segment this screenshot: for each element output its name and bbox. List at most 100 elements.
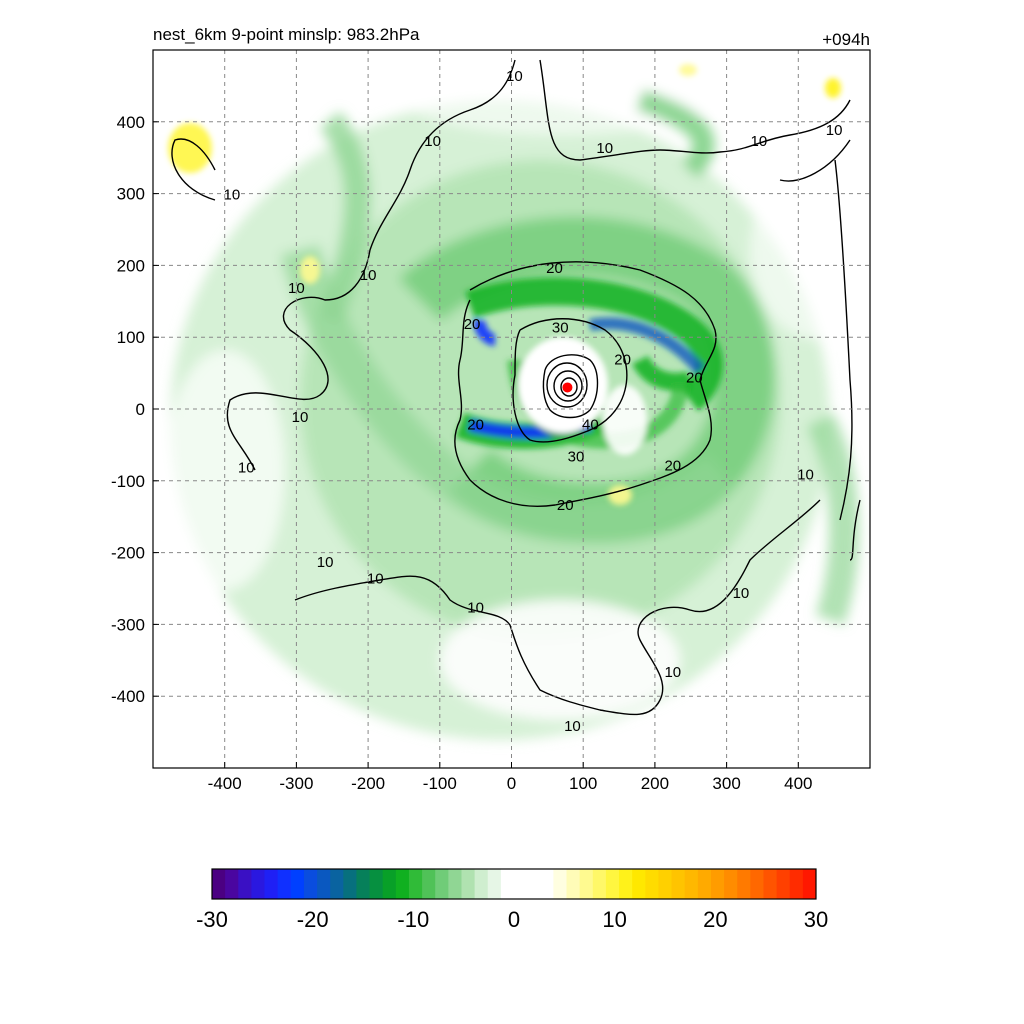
colorbar-swatch — [645, 869, 659, 899]
y-tick-label: 300 — [117, 185, 145, 204]
colorbar-swatch — [763, 869, 778, 899]
contour-label: 10 — [238, 459, 255, 476]
y-tick-label: -400 — [111, 687, 145, 706]
x-axis: -400 -300 -200 -100 0 100 200 300 400 — [208, 762, 812, 793]
x-tick-label: 200 — [641, 774, 669, 793]
colorbar-swatch — [395, 869, 410, 899]
colorbar-swatch — [697, 869, 712, 899]
contour-label: 20 — [686, 370, 703, 387]
contour-label: 10 — [317, 554, 334, 571]
y-tick-label: -200 — [111, 544, 145, 563]
colorbar-tick-label: 10 — [602, 907, 626, 932]
colorbar — [211, 868, 817, 900]
contour-label: 10 — [664, 664, 681, 681]
colorbar-swatch — [592, 869, 607, 899]
colorbar-labels: -30 -20 -10 0 10 20 30 — [196, 907, 828, 932]
contour-inner-2 — [553, 370, 583, 402]
colorbar-swatch — [408, 869, 423, 899]
colorbar-swatch — [382, 869, 397, 899]
contour-label: 20 — [614, 352, 631, 369]
colorbar-tick-label: 0 — [508, 907, 520, 932]
colorbar-swatch — [776, 869, 791, 899]
contour-label: 30 — [568, 449, 585, 466]
x-tick-label: 100 — [569, 774, 597, 793]
colorbar-swatch — [448, 869, 462, 899]
colorbar-swatch — [632, 869, 646, 899]
colorbar-swatch — [671, 869, 686, 899]
colorbar-swatch — [750, 869, 764, 899]
colorbar-swatch — [435, 869, 449, 899]
colorbar-swatch — [802, 869, 817, 899]
colorbar-tick-label: -10 — [397, 907, 429, 932]
colorbar-tick-label: -30 — [196, 907, 228, 932]
contour-label: 10 — [360, 267, 377, 284]
colorbar-swatch — [303, 869, 318, 899]
contour-40 — [542, 354, 599, 419]
chart-title: nest_6km 9-point minslp: 983.2hPa — [153, 25, 420, 44]
colorbar-swatch — [422, 869, 436, 899]
contour-20 — [454, 261, 717, 507]
contour-label: 10 — [224, 187, 241, 204]
shaded-field — [165, 55, 870, 740]
plot-area: 10 10 10 10 10 10 10 10 20 20 30 20 20 10 20 40 30 20 10 10… — [153, 50, 870, 768]
y-tick-label: 0 — [136, 400, 145, 419]
contour-label: 20 — [557, 497, 574, 514]
contour-label: 10 — [797, 467, 814, 484]
colorbar-swatch — [553, 869, 568, 899]
y-tick-label: 100 — [117, 328, 145, 347]
colorbar-swatch — [579, 869, 594, 899]
colorbar-swatch — [658, 869, 673, 899]
contour-lines — [171, 59, 861, 716]
contour-label: 10 — [367, 571, 384, 588]
colorbar-swatch — [251, 869, 266, 899]
contour-10-outer — [171, 59, 861, 716]
colorbar-swatch — [684, 869, 699, 899]
colorbar-swatch — [277, 869, 292, 899]
colorbar-frame — [211, 868, 817, 900]
colorbar-tick-label: 30 — [804, 907, 828, 932]
contour-label: 10 — [733, 585, 750, 602]
contour-label: 40 — [582, 416, 599, 433]
colorbar-swatch — [514, 869, 528, 899]
colorbar-swatch — [317, 869, 331, 899]
contour-labels: 10 10 10 10 10 10 10 10 20 20 30 20 20 10 20 40 30 20 10 10… — [224, 68, 843, 735]
contour-label: 20 — [464, 316, 481, 333]
colorbar-swatch — [212, 869, 226, 899]
x-tick-label: 0 — [507, 774, 516, 793]
colorbar-swatch — [737, 869, 751, 899]
x-tick-label: -300 — [279, 774, 313, 793]
colorbar-swatch — [238, 869, 252, 899]
colorbar-swatch — [724, 869, 738, 899]
x-tick-label: -200 — [351, 774, 385, 793]
contour-inner-1 — [546, 362, 588, 408]
contour-label: 10 — [751, 133, 768, 150]
colorbar-swatch — [343, 869, 357, 899]
contour-label: 20 — [664, 457, 681, 474]
colorbar-swatch — [527, 869, 541, 899]
colorbar-swatch — [356, 869, 371, 899]
y-axis: 400 300 200 100 0 -100 -200 -300 -400 — [111, 113, 159, 706]
y-tick-label: 400 — [117, 113, 145, 132]
colorbar-swatch — [566, 869, 581, 899]
contour-label: 10 — [596, 140, 613, 157]
colorbar-swatch — [487, 869, 502, 899]
colorbar-swatch — [789, 869, 804, 899]
contour-label: 10 — [467, 599, 484, 616]
contour-label: 10 — [826, 122, 843, 139]
contour-label: 10 — [506, 68, 523, 85]
colorbar-swatch — [225, 869, 239, 899]
contour-inner-3 — [560, 377, 578, 397]
contour-label: 10 — [292, 409, 309, 426]
contour-label: 10 — [424, 133, 441, 150]
contour-label: 30 — [552, 319, 569, 336]
colorbar-swatch — [369, 869, 384, 899]
contour-label: 10 — [288, 280, 305, 297]
colorbar-swatch — [540, 869, 554, 899]
y-tick-label: -300 — [111, 615, 145, 634]
colorbar-swatch — [330, 869, 344, 899]
contour-30 — [512, 318, 628, 443]
x-tick-label: -100 — [423, 774, 457, 793]
y-tick-label: 200 — [117, 256, 145, 275]
storm-center-marker — [562, 382, 573, 393]
